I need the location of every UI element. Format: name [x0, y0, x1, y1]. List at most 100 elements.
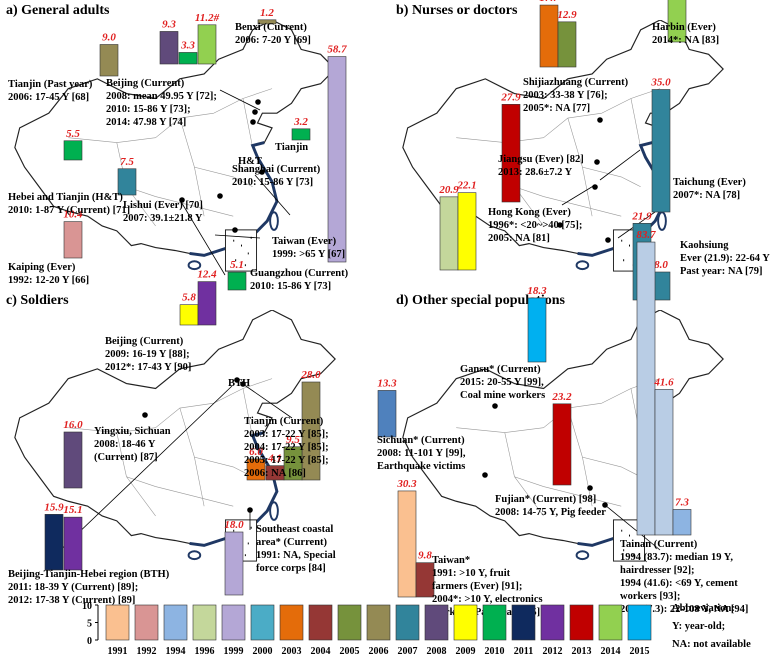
legend-swatch: [366, 604, 391, 641]
legend-swatch: [134, 604, 159, 641]
annotation: 2012*: 17-43 Y [90]: [105, 362, 191, 373]
legend-year: 2010: [485, 646, 505, 657]
location-dot: [605, 237, 611, 243]
legend-year: 1992: [137, 646, 157, 657]
value-label: 16.0: [63, 419, 83, 431]
annotation: 2005: NA [81]: [488, 233, 550, 244]
location-dot: [255, 99, 261, 105]
annotation: Tianjin: [275, 142, 308, 153]
legend-year: 2006: [369, 646, 389, 657]
value-label: 13.3: [377, 377, 397, 389]
abbreviation: Abbreviation:: [672, 603, 735, 614]
annotation: Ever (21.9): 22-64 Y: [680, 253, 770, 264]
value-label: 6.0: [249, 446, 263, 458]
value-label: 20.9: [438, 184, 459, 196]
annotation: 2006: 17-45 Y [68]: [8, 92, 89, 103]
annotation: 1999: >65 Y [67]: [272, 249, 345, 260]
location-dot: [252, 109, 258, 115]
annotation: 2003: 33-38 Y [76];: [523, 90, 608, 101]
annotation: Hong Kong (Ever): [488, 207, 571, 218]
value-label: 7.3: [675, 496, 689, 508]
bar: [672, 509, 692, 536]
panel-label: b): [396, 3, 412, 18]
value-label: 41.6: [653, 376, 674, 388]
abbreviation: Y: year-old;: [672, 621, 725, 632]
annotation: Guangzhou (Current): [250, 268, 349, 279]
bar: [197, 281, 217, 326]
value-label: 17.7: [539, 0, 559, 4]
legend-year: 2009: [456, 646, 476, 657]
value-label: 58.7: [327, 44, 347, 56]
leader-line: [214, 234, 261, 239]
annotation: 2015: 20-55 Y [99],: [460, 377, 544, 388]
panel-title-text: General adults: [21, 3, 110, 18]
annotation: area* (Current): [256, 537, 328, 548]
annotation: Lishui (Ever) [70]: [123, 200, 203, 211]
annotation: workers [93];: [620, 591, 680, 602]
bar: [527, 297, 547, 363]
legend-swatch: [511, 604, 536, 641]
legend-year: 1991: [108, 646, 128, 657]
legend-swatch: [337, 604, 362, 641]
bar: [439, 196, 459, 271]
legend-swatch: [540, 604, 565, 641]
annotation: 2014*: NA [83]: [652, 35, 719, 46]
legend-year: 1994: [166, 646, 186, 657]
annotation: 1994 (83.7): median 19 Y,: [620, 552, 733, 563]
bar: [159, 31, 179, 65]
location-dot: [557, 222, 563, 228]
value-label: 4.1: [267, 453, 282, 465]
bar: [224, 531, 244, 596]
bar: [457, 192, 477, 271]
annotation: 2010: 15-86 Y [73];: [106, 104, 191, 115]
bar: [667, 0, 687, 43]
annotation: 2005*: NA [77]: [523, 103, 590, 114]
value-label: 83.7: [636, 229, 656, 241]
annotation: Shijiazhuang (Current): [523, 77, 629, 88]
bar: [227, 271, 247, 291]
legend-year: 2008: [427, 646, 447, 657]
legend-swatch: [105, 604, 130, 641]
legend-year: 2000: [253, 646, 273, 657]
annotation: Harbin (Ever): [652, 22, 716, 33]
legend-tick-label: 10: [82, 601, 92, 612]
bar: [179, 304, 199, 326]
value-label: 9.0: [102, 32, 116, 44]
annotation: 2010: 1-87 Y (Current) [71]: [8, 205, 130, 216]
value-label: 5.1: [230, 259, 244, 271]
bar: [197, 24, 217, 65]
panel-title: c) Soldiers: [6, 293, 69, 308]
panel-label: a): [6, 3, 21, 18]
annotation: 1991: NA, Special: [256, 550, 336, 561]
bar: [415, 562, 435, 598]
annotation: Kaiping (Ever): [8, 262, 76, 273]
bar: [557, 21, 577, 68]
legend-swatch: [192, 604, 217, 641]
annotation: Yingxiu, Sichuan: [94, 426, 171, 437]
annotation: 2008: 11-101 Y [99],: [377, 448, 466, 459]
annotation: Beijing-Tianjin-Hebei region (BTH): [8, 569, 170, 580]
location-dot: [250, 119, 256, 125]
leader-line: [254, 174, 291, 216]
value-label: 30.3: [396, 478, 417, 490]
annotation: 2007*: NA [78]: [673, 190, 740, 201]
legend-swatch: [395, 604, 420, 641]
annotation: Hebei and Tianjin (H&T): [8, 192, 123, 203]
annotation: farmers (Ever) [91];: [432, 581, 522, 592]
bar: [63, 221, 83, 259]
annotation: Jiangsu (Ever) [82]: [498, 154, 584, 165]
legend-year: 2003: [282, 646, 302, 657]
annotation: 2006: 7-20 Y [69]: [235, 35, 311, 46]
annotation: Tainan (Current): [620, 539, 698, 550]
location-dot: [602, 502, 608, 508]
annotation: Past year: NA [79]: [680, 266, 763, 277]
bar: [257, 19, 277, 25]
annotation: 2011: 18-39 Y (Current) [89];: [8, 582, 138, 593]
annotation: 2008: 18-46 Y: [94, 439, 156, 450]
panel-title: d) Other special populations: [396, 293, 565, 308]
annotation: 2008: mean 49.95 Y [72];: [106, 91, 217, 102]
legend-swatch: [453, 604, 478, 641]
annotation: 2004: 17-22 Y [85];: [244, 442, 329, 453]
annotation: Gansu* (Current): [460, 364, 541, 375]
location-dot: [259, 169, 265, 175]
